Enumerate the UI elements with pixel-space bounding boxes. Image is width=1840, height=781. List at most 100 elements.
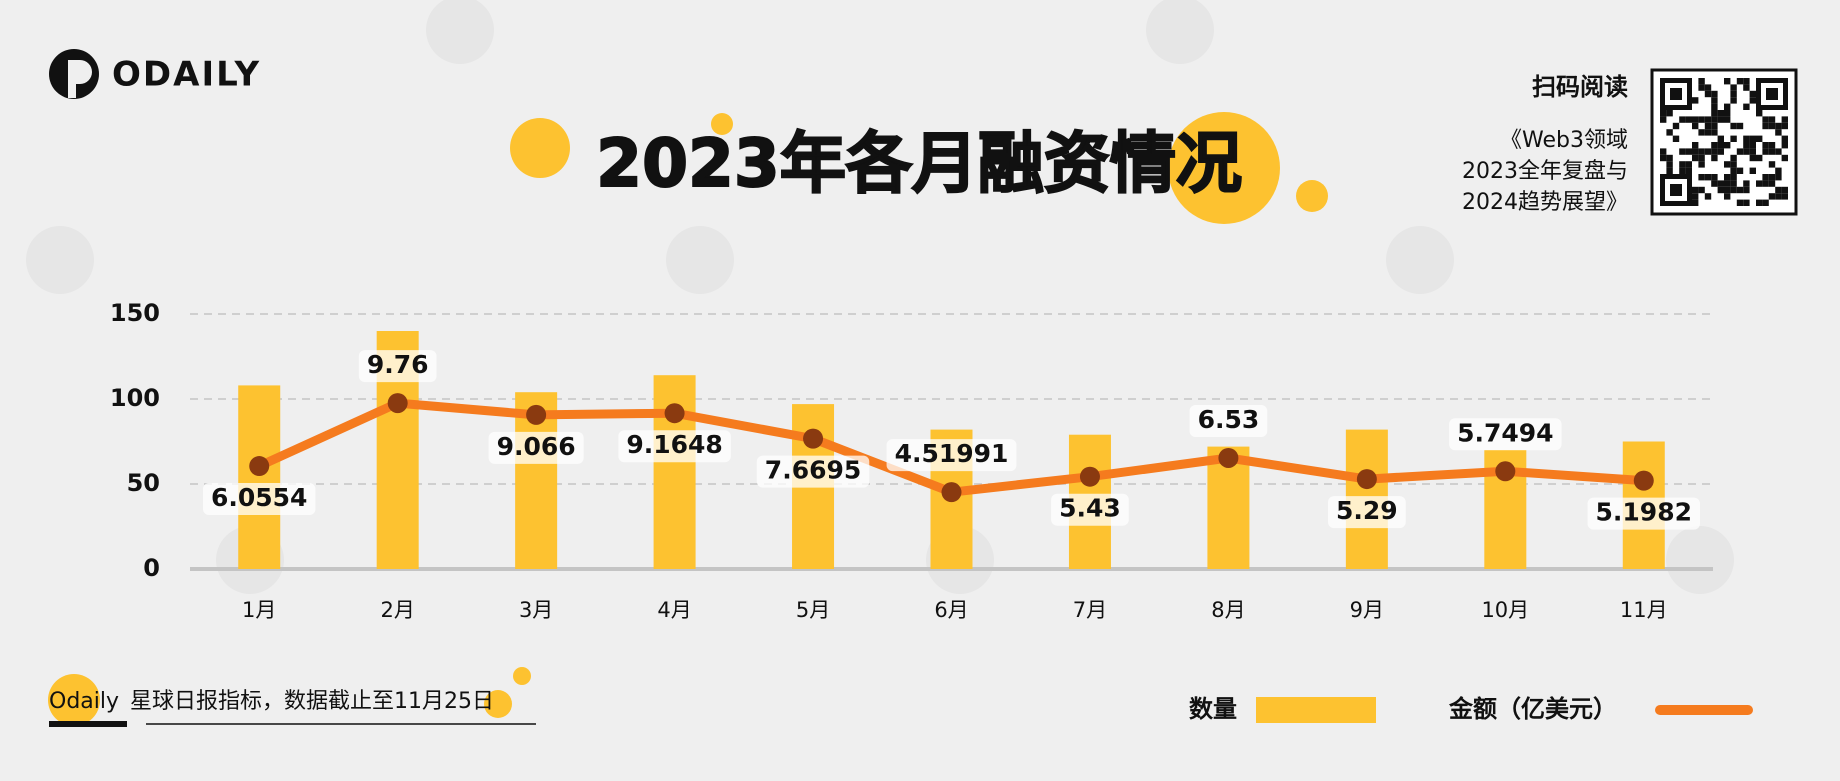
qr-cell: [1768, 174, 1776, 181]
decor: [48, 674, 100, 726]
qr-cell: [1692, 154, 1699, 162]
marker: [664, 403, 685, 424]
qr-cell: [1730, 84, 1737, 91]
qr-cell: [1711, 180, 1718, 187]
qr-cell: [1743, 78, 1750, 85]
qr-cell: [1724, 110, 1731, 117]
qr-cell: [1724, 103, 1731, 110]
qr-cell: [1756, 110, 1763, 117]
decor: [484, 690, 512, 718]
decor: [513, 667, 531, 685]
qr-cell: [1698, 129, 1705, 136]
x-tick-label: 11月: [1620, 598, 1668, 622]
qr-cell: [1666, 167, 1673, 174]
qr-cell: [1704, 193, 1712, 200]
qr-cell: [1711, 142, 1718, 149]
y-tick-label: 50: [127, 469, 160, 497]
qr-cell: [1743, 142, 1750, 149]
qr-cell: [1749, 90, 1756, 98]
x-tick-label: 2月: [380, 598, 414, 622]
marker: [803, 428, 824, 449]
qr-cell: [1692, 97, 1699, 104]
qr-cell: [1756, 135, 1763, 142]
qr-cell: [1730, 186, 1737, 194]
marker: [1356, 469, 1377, 490]
qr-cell: [1724, 186, 1731, 194]
qr-cell: [1692, 193, 1699, 200]
line-layer: [249, 393, 1654, 503]
qr-cell: [1698, 154, 1705, 162]
qr-cell: [1736, 148, 1744, 155]
qr-cell: [1685, 167, 1692, 174]
qr-cell: [1717, 180, 1724, 187]
qr-cell: [1762, 122, 1769, 130]
qr-caption: 《Web3领域: [1500, 128, 1628, 153]
qr-cell: [1768, 142, 1776, 149]
qr-cell: [1679, 116, 1686, 123]
x-tick-label: 7月: [1073, 598, 1107, 622]
data-label: 4.51991: [895, 439, 1009, 468]
qr-cell: [1730, 180, 1737, 187]
qr-cell: [1711, 148, 1718, 155]
qr-cell: [1698, 84, 1705, 91]
qr-cell: [1679, 161, 1686, 168]
qr-cell: [1660, 154, 1667, 162]
qr-cell: [1781, 154, 1788, 162]
qr-cell: [1692, 199, 1699, 206]
qr-cell: [1743, 180, 1750, 187]
footnote: 星球日报指标，数据截止至11月25日: [130, 689, 494, 714]
qr-cell: [1704, 122, 1712, 130]
qr-cell: [1692, 116, 1699, 123]
qr-cell: [1698, 161, 1705, 168]
qr-caption: 2024趋势展望》: [1462, 190, 1628, 215]
qr-cell: [1768, 193, 1776, 200]
qr-caption: 2023全年复盘与: [1462, 159, 1628, 184]
qr-cell: [1660, 148, 1667, 155]
data-label: 5.29: [1336, 496, 1398, 525]
qr-cell: [1781, 116, 1788, 123]
label-bg: [202, 483, 316, 516]
qr-cell: [1756, 199, 1763, 206]
qr-cell: [1685, 116, 1692, 123]
underline: [49, 721, 127, 727]
qr-cell: [1768, 161, 1776, 168]
qr-cell: [1781, 142, 1788, 149]
qr-cell: [1711, 103, 1718, 110]
qr-cell: [1698, 116, 1705, 123]
label-bg: [1328, 496, 1406, 529]
label-bg: [1587, 497, 1701, 530]
x-tick-label: 9月: [1350, 598, 1384, 622]
qr-cell: [1730, 122, 1737, 130]
qr-cell: [1692, 186, 1699, 194]
qr-cell: [1711, 97, 1718, 104]
qr-cell: [1660, 110, 1667, 117]
qr-cell: [1743, 199, 1750, 206]
qr-cell: [1749, 167, 1756, 174]
qr-cell: [1698, 186, 1705, 194]
qr-finder: [1670, 88, 1682, 100]
qr-cell: [1775, 122, 1782, 130]
marker: [1079, 466, 1100, 487]
data-label: 6.53: [1198, 405, 1260, 434]
qr-cell: [1711, 174, 1718, 181]
qr-cell: [1781, 186, 1788, 194]
x-tick-label: 8月: [1211, 598, 1245, 622]
qr-cell: [1717, 110, 1724, 117]
qr-cell: [1717, 135, 1724, 142]
qr-cell: [1711, 110, 1718, 117]
qr-cell: [1711, 116, 1718, 123]
qr-cell: [1698, 148, 1705, 155]
decor: [711, 113, 733, 135]
qr-cell: [1724, 116, 1731, 123]
qr-cell: [1704, 84, 1712, 91]
qr-cell: [1730, 90, 1737, 98]
y-tick-label: 150: [110, 299, 160, 327]
qr-cell: [1730, 161, 1737, 168]
x-tick-label: 3月: [519, 598, 553, 622]
qr-cell: [1775, 148, 1782, 155]
y-tick-label: 100: [110, 384, 160, 412]
qr-heading: 扫码阅读: [1532, 73, 1628, 101]
qr-cell: [1698, 174, 1705, 181]
qr-finder: [1670, 184, 1682, 196]
